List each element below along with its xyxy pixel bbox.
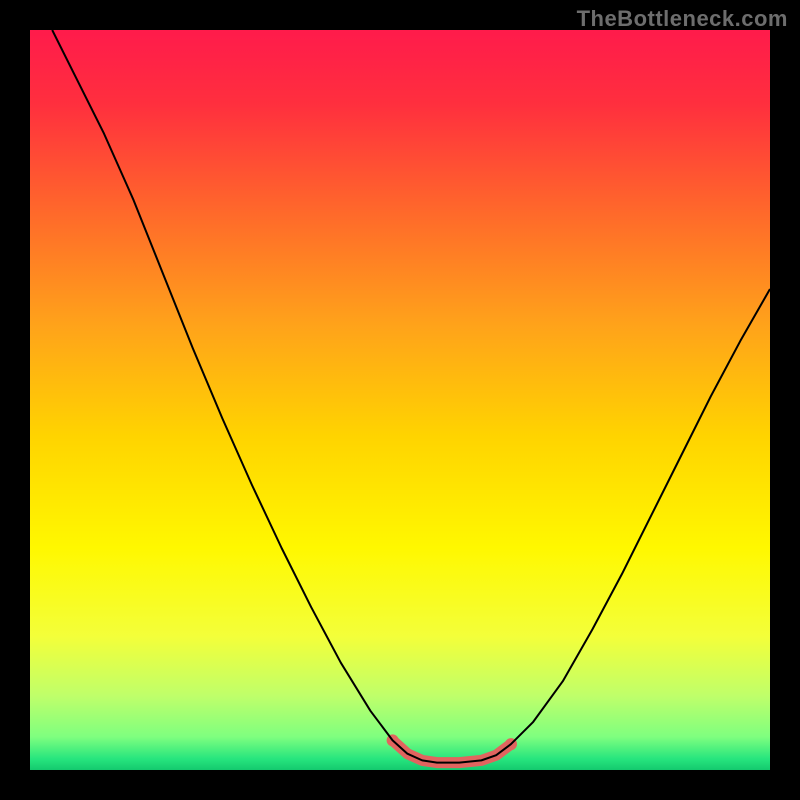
watermark-label: TheBottleneck.com — [577, 6, 788, 32]
plot-background — [30, 30, 770, 770]
chart-frame: { "watermark": { "text": "TheBottleneck.… — [0, 0, 800, 800]
curve-layer — [0, 0, 800, 800]
